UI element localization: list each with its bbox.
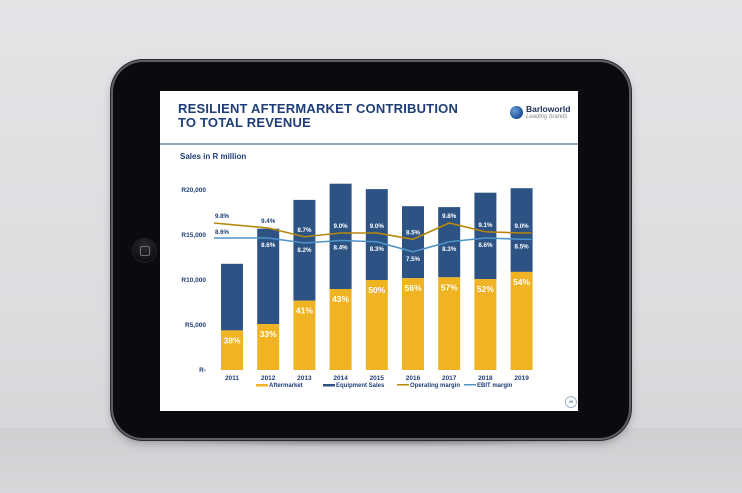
floor <box>0 428 742 493</box>
bar-equipment-sales <box>257 228 280 325</box>
aftermarket-share-label: 54% <box>513 277 530 287</box>
operating-margin-label: 9.0% <box>515 223 530 230</box>
y-tick-label: R10,000 <box>181 277 206 284</box>
logo-tagline: Leading brands <box>526 114 568 120</box>
home-button[interactable] <box>132 238 157 263</box>
x-tick-label: 2012 <box>261 375 276 382</box>
y-tick-label: R- <box>199 367 206 374</box>
bar-equipment-sales <box>510 188 533 272</box>
bar-equipment-sales <box>293 199 316 301</box>
bar-equipment-sales <box>221 263 243 331</box>
bar-aftermarket <box>221 330 243 370</box>
legend-swatch <box>256 384 268 387</box>
legend-label: Operating margin <box>410 383 460 389</box>
chart-subtitle: Sales in R million <box>180 152 247 161</box>
bar-aftermarket <box>402 278 424 370</box>
legend-label: Equipment Sales <box>336 383 385 389</box>
bar-aftermarket <box>510 271 533 370</box>
x-tick-label: 2018 <box>478 375 493 382</box>
ebit-margin-label: 8.6% <box>478 242 493 249</box>
aftermarket-share-label: 33% <box>260 329 277 339</box>
operating-margin-label: 9.0% <box>334 223 349 230</box>
bar-aftermarket <box>474 279 497 370</box>
aftermarket-share-label: 38% <box>223 335 240 345</box>
title-divider <box>160 143 578 145</box>
x-axis: 2011 2012 2013 2014 2015 2016 2017 2018 2019 <box>225 375 529 382</box>
page-number: 45 <box>565 396 577 408</box>
ebit-margin-line <box>214 237 532 253</box>
x-tick-label: 2013 <box>297 375 312 382</box>
y-axis: R- R5,000 R10,000 R15,000 R20,000 <box>181 187 206 374</box>
title-line-2: TO TOTAL REVENUE <box>178 115 311 130</box>
legend-swatch <box>464 384 476 386</box>
bar-equipment-sales <box>329 183 352 289</box>
operating-margin-label: 9.1% <box>478 222 493 229</box>
bar-aftermarket <box>329 289 352 370</box>
aftermarket-share-label: 57% <box>441 282 458 292</box>
legend: Aftermarket Equipment Sales Operating marg… <box>256 383 513 389</box>
bar-aftermarket <box>365 280 388 370</box>
y-tick-label: R20,000 <box>181 187 206 194</box>
operating-margin-label: 9.8% <box>215 213 230 220</box>
tablet-device: RESILIENT AFTERMARKET CONTRIBUTION TO TO… <box>113 62 629 438</box>
x-tick-label: 2015 <box>370 375 385 382</box>
aftermarket-share-label: 43% <box>332 294 349 304</box>
ebit-margin-label: 8.3% <box>370 246 385 253</box>
aftermarket-share-label: 41% <box>296 306 313 316</box>
bar-aftermarket <box>438 277 461 370</box>
operating-margin-label: 9.0% <box>370 223 385 230</box>
barloworld-logo: Barloworld Leading brands <box>510 104 575 124</box>
y-tick-label: R15,000 <box>181 232 206 239</box>
aftermarket-share-label: 52% <box>477 284 494 294</box>
x-tick-label: 2016 <box>406 375 421 382</box>
slide-screen: RESILIENT AFTERMARKET CONTRIBUTION TO TO… <box>160 91 578 411</box>
slide-title: RESILIENT AFTERMARKET CONTRIBUTION TO TO… <box>178 102 458 130</box>
bar-equipment-sales <box>402 206 424 279</box>
operating-margin-label: 8.5% <box>406 229 421 236</box>
aftermarket-share-label: 50% <box>368 285 385 295</box>
sales-chart: R- R5,000 R10,000 R15,000 R20,000 38% 33% 41% 4… <box>181 183 533 389</box>
operating-margin-label: 9.8% <box>442 213 457 220</box>
legend-label: Aftermarket <box>269 383 303 389</box>
globe-icon <box>510 106 523 119</box>
legend-label: EBIT margin <box>477 383 513 389</box>
aftermarket-share-label: 56% <box>404 283 421 293</box>
operating-margin-label: 8.7% <box>297 227 312 234</box>
data-labels: 38% 33% 41% 43% 50% 56% 57% 52% 54% 9.8% 9.4% 8.7% 9… <box>215 213 531 345</box>
bar-equipment-sales <box>365 189 388 280</box>
ebit-margin-label: 8.6% <box>215 229 230 236</box>
ebit-margin-label: 8.5% <box>515 243 530 250</box>
ebit-margin-label: 8.2% <box>297 247 312 254</box>
y-tick-label: R5,000 <box>185 322 206 329</box>
x-tick-label: 2019 <box>514 375 529 382</box>
operating-margin-label: 9.4% <box>261 218 276 225</box>
bar-equipment-sales <box>474 192 497 280</box>
legend-swatch <box>323 384 335 387</box>
logo-name: Barloworld <box>526 104 571 114</box>
title-line-1: RESILIENT AFTERMARKET CONTRIBUTION <box>178 101 459 116</box>
ebit-margin-label: 8.6% <box>261 242 276 249</box>
margin-lines <box>213 222 532 253</box>
bar-aftermarket <box>293 300 316 370</box>
x-tick-label: 2011 <box>225 375 239 382</box>
bar-aftermarket <box>257 324 280 370</box>
ebit-margin-label: 8.3% <box>442 246 457 253</box>
legend-swatch <box>397 384 409 386</box>
ebit-margin-label: 7.5% <box>406 256 421 263</box>
ebit-margin-label: 8.4% <box>334 245 349 252</box>
bars <box>221 183 533 370</box>
operating-margin-line <box>213 222 532 241</box>
x-tick-label: 2017 <box>442 375 457 382</box>
x-tick-label: 2014 <box>333 375 348 382</box>
